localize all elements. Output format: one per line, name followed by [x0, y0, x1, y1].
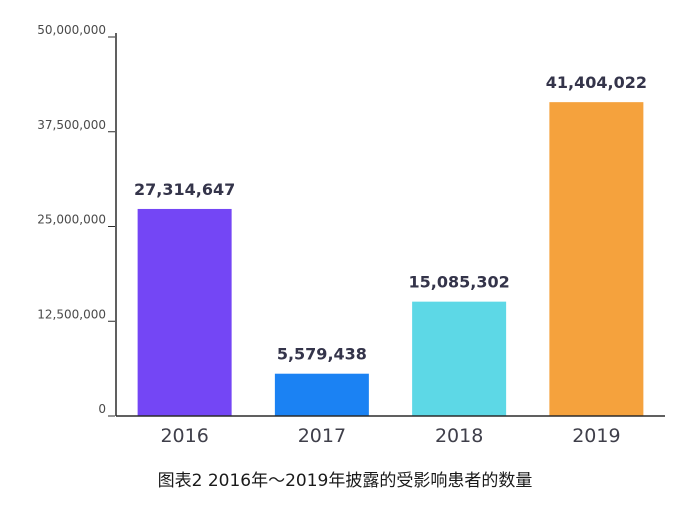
data-label-2019: 41,404,022 [546, 73, 647, 92]
x-tick-label-2018: 2018 [435, 425, 483, 447]
data-labels: 27,314,647 5,579,438 15,085,302 41,404,022 [134, 73, 647, 364]
bar-2017 [274, 373, 369, 416]
bar-chart: 0 12,500,000 25,000,000 37,500,000 50,000,00… [37, 23, 665, 447]
bar-2016 [137, 208, 232, 416]
bar-2019 [549, 102, 644, 416]
data-label-2018: 15,085,302 [409, 273, 510, 292]
y-tick-label: 37,500,000 [37, 118, 106, 132]
x-axis-labels: 2016 2017 2018 2019 [160, 425, 620, 447]
y-tick-label: 25,000,000 [37, 213, 106, 227]
data-label-2016: 27,314,647 [134, 180, 235, 199]
chart-caption: 图表2 2016年～2019年披露的受影响患者的数量 [157, 471, 533, 491]
x-tick-label-2017: 2017 [298, 425, 346, 447]
bars [137, 102, 644, 416]
bar-2018 [412, 301, 507, 416]
y-tick-label: 0 [98, 402, 106, 416]
x-tick-label-2016: 2016 [160, 425, 208, 447]
x-tick-label-2019: 2019 [572, 425, 620, 447]
y-axis-ticks: 0 12,500,000 25,000,000 37,500,000 50,000,00… [37, 23, 115, 417]
data-label-2017: 5,579,438 [277, 345, 367, 364]
y-tick-label: 12,500,000 [37, 307, 106, 321]
y-tick-label: 50,000,000 [37, 23, 106, 37]
